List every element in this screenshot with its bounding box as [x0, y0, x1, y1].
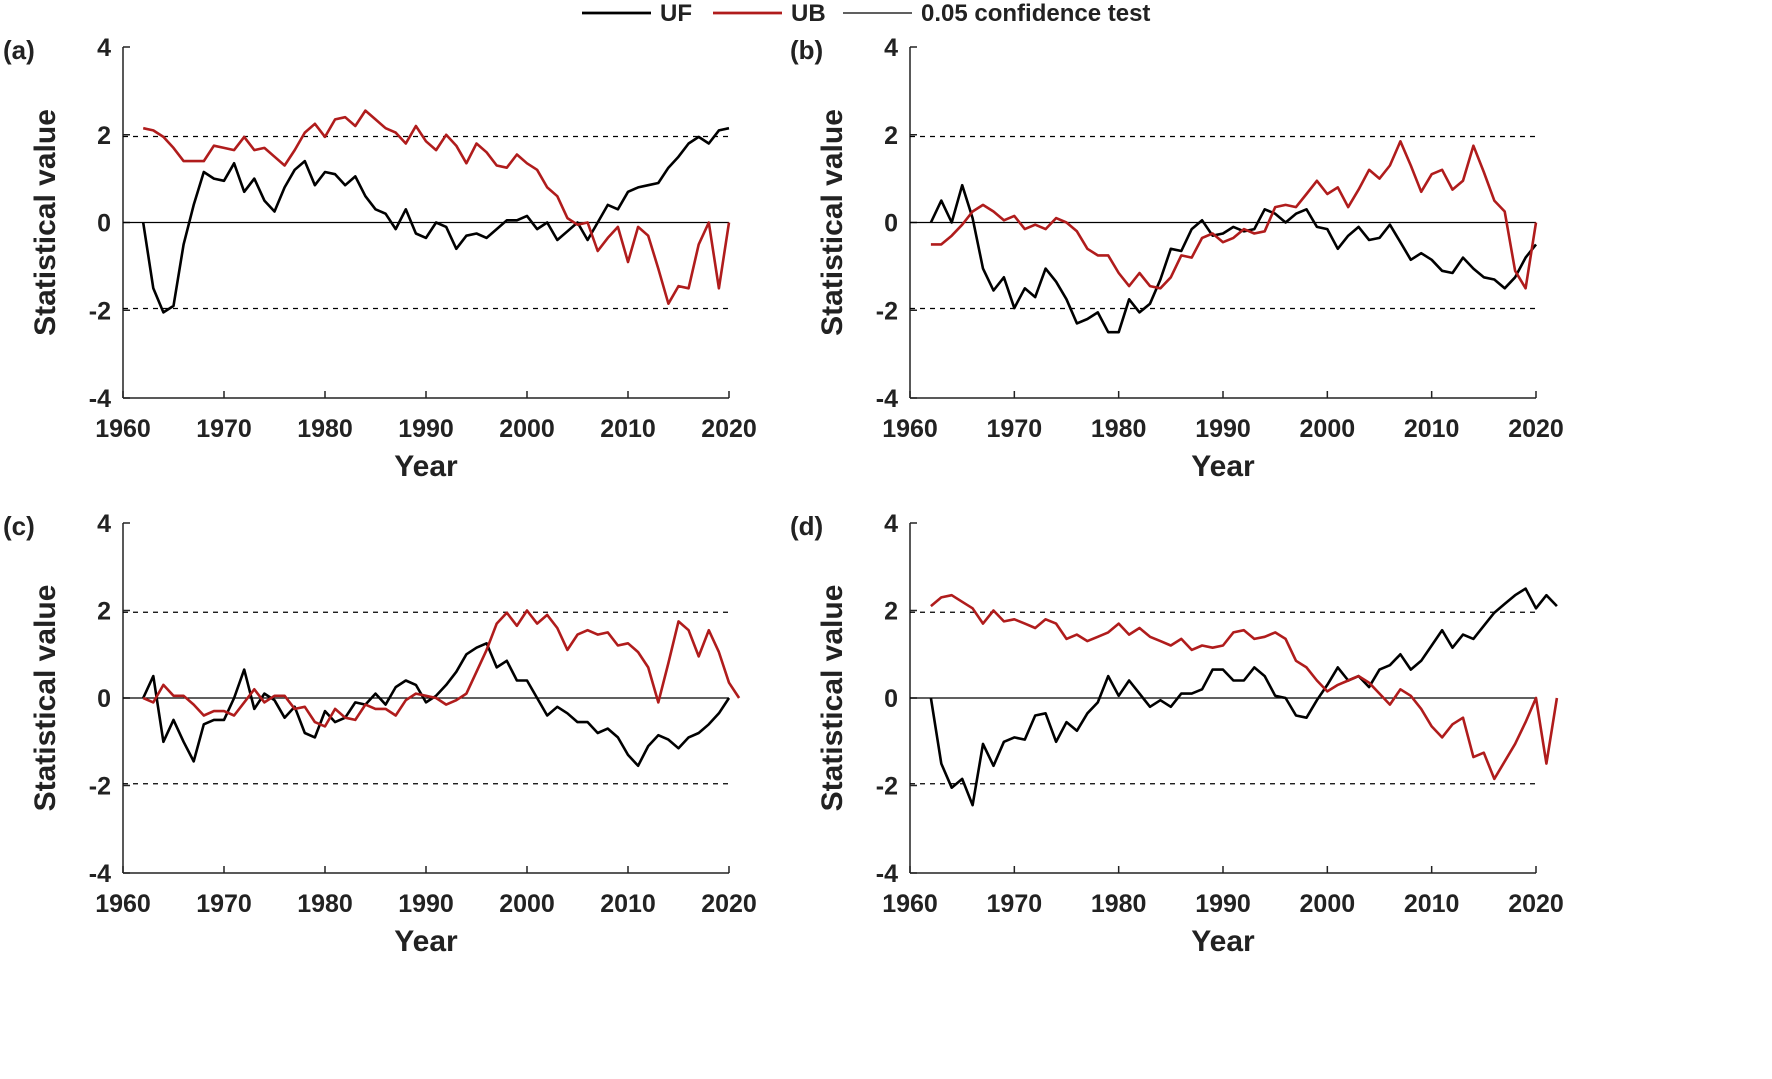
x-tick-label: 1990	[1195, 890, 1251, 918]
y-tick-label: 0	[97, 210, 111, 238]
y-tick-label: 4	[97, 510, 111, 538]
y-axis-title: Statistical value	[816, 109, 849, 336]
x-tick-label: 1960	[882, 890, 938, 918]
x-tick-label: 2010	[1404, 415, 1460, 443]
x-tick-label: 2010	[600, 415, 656, 443]
series-ub-line	[930, 140, 1538, 290]
series-uf-line	[142, 641, 731, 768]
x-tick-label: 1960	[95, 415, 151, 443]
series-uf-line	[929, 183, 1538, 334]
x-tick-label: 2000	[499, 890, 555, 918]
x-tick-label: 1980	[297, 890, 353, 918]
legend-label: 0.05 confidence test	[921, 0, 1150, 27]
x-tick-label: 2020	[1508, 890, 1564, 918]
y-tick-label: 2	[884, 598, 898, 626]
x-axis-title: Year	[394, 450, 458, 483]
x-axis-title: Year	[1191, 450, 1255, 483]
x-tick-label: 2000	[1300, 890, 1356, 918]
y-tick-label: 0	[884, 210, 898, 238]
legend-label: UB	[791, 0, 826, 27]
y-axis-title: Statistical value	[29, 109, 62, 336]
y-tick-label: -2	[876, 773, 898, 801]
x-tick-label: 1960	[882, 415, 938, 443]
legend: UF UB 0.05 confidence test	[582, 0, 1150, 27]
y-tick-label: 0	[97, 685, 111, 713]
y-tick-label: 4	[884, 510, 898, 538]
x-tick-label: 1970	[196, 415, 252, 443]
x-tick-label: 2010	[600, 890, 656, 918]
y-tick-label: -2	[89, 773, 111, 801]
x-tick-label: 1970	[987, 890, 1043, 918]
y-tick-label: 2	[97, 122, 111, 150]
x-tick-label: 2000	[1300, 415, 1356, 443]
legend-item-uf: UF	[582, 0, 692, 27]
x-tick-label: 2000	[499, 415, 555, 443]
series-ub-line	[930, 593, 1559, 781]
x-axis-title: Year	[1191, 925, 1255, 958]
x-tick-label: 2020	[1508, 415, 1564, 443]
x-tick-label: 1990	[398, 415, 454, 443]
panel-c: -4 -2 0 2 4 1960 1970 1980 1990 2000 2010 2020 Year S…	[3, 510, 757, 958]
panel-a: -4 -2 0 2 4 1960 1970 1980 1990 2000 2010 2020 Year S…	[3, 34, 757, 483]
y-tick-label: -4	[876, 385, 898, 413]
x-tick-label: 1970	[987, 415, 1043, 443]
y-tick-label: 2	[97, 598, 111, 626]
series-uf-line	[929, 587, 1558, 807]
legend-label: UF	[660, 0, 692, 27]
y-tick-label: -4	[89, 385, 111, 413]
y-tick-label: 4	[97, 34, 111, 62]
y-tick-label: -4	[89, 860, 111, 888]
x-tick-label: 1980	[1091, 890, 1147, 918]
y-tick-label: 4	[884, 34, 898, 62]
y-tick-label: -4	[876, 860, 898, 888]
series-ub-line	[142, 109, 731, 306]
x-tick-label: 1990	[1195, 415, 1251, 443]
panel-label: (c)	[3, 511, 35, 541]
panel-label: (a)	[3, 35, 35, 65]
y-tick-label: -2	[876, 297, 898, 325]
series-ub-line	[142, 609, 741, 728]
x-tick-label: 1990	[398, 890, 454, 918]
series-uf-line	[141, 126, 730, 314]
x-axis-title: Year	[394, 925, 458, 958]
legend-item-conf: 0.05 confidence test	[843, 0, 1150, 27]
panel-b: -4 -2 0 2 4 1960 1970 1980 1990 2000 2010 2020 Year S…	[790, 34, 1564, 483]
y-tick-label: -2	[89, 297, 111, 325]
panel-label: (b)	[790, 35, 823, 65]
x-tick-label: 1980	[1091, 415, 1147, 443]
y-axis-title: Statistical value	[816, 585, 849, 812]
x-tick-label: 2020	[701, 415, 757, 443]
x-tick-label: 2010	[1404, 890, 1460, 918]
legend-item-ub: UB	[713, 0, 826, 27]
x-tick-label: 1980	[297, 415, 353, 443]
y-tick-label: 0	[884, 685, 898, 713]
x-tick-label: 1960	[95, 890, 151, 918]
x-tick-label: 2020	[701, 890, 757, 918]
panel-label: (d)	[790, 511, 823, 541]
x-tick-label: 1970	[196, 890, 252, 918]
panel-d: -4 -2 0 2 4 1960 1970 1980 1990 2000 2010 2020 Year S…	[790, 510, 1564, 958]
y-tick-label: 2	[884, 122, 898, 150]
y-axis-title: Statistical value	[29, 585, 62, 812]
